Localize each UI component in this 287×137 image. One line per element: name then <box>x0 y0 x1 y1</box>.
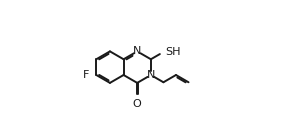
Text: N: N <box>147 70 155 80</box>
Text: O: O <box>133 99 141 109</box>
Text: F: F <box>83 70 90 80</box>
Text: N: N <box>133 46 141 56</box>
Text: SH: SH <box>165 47 181 57</box>
